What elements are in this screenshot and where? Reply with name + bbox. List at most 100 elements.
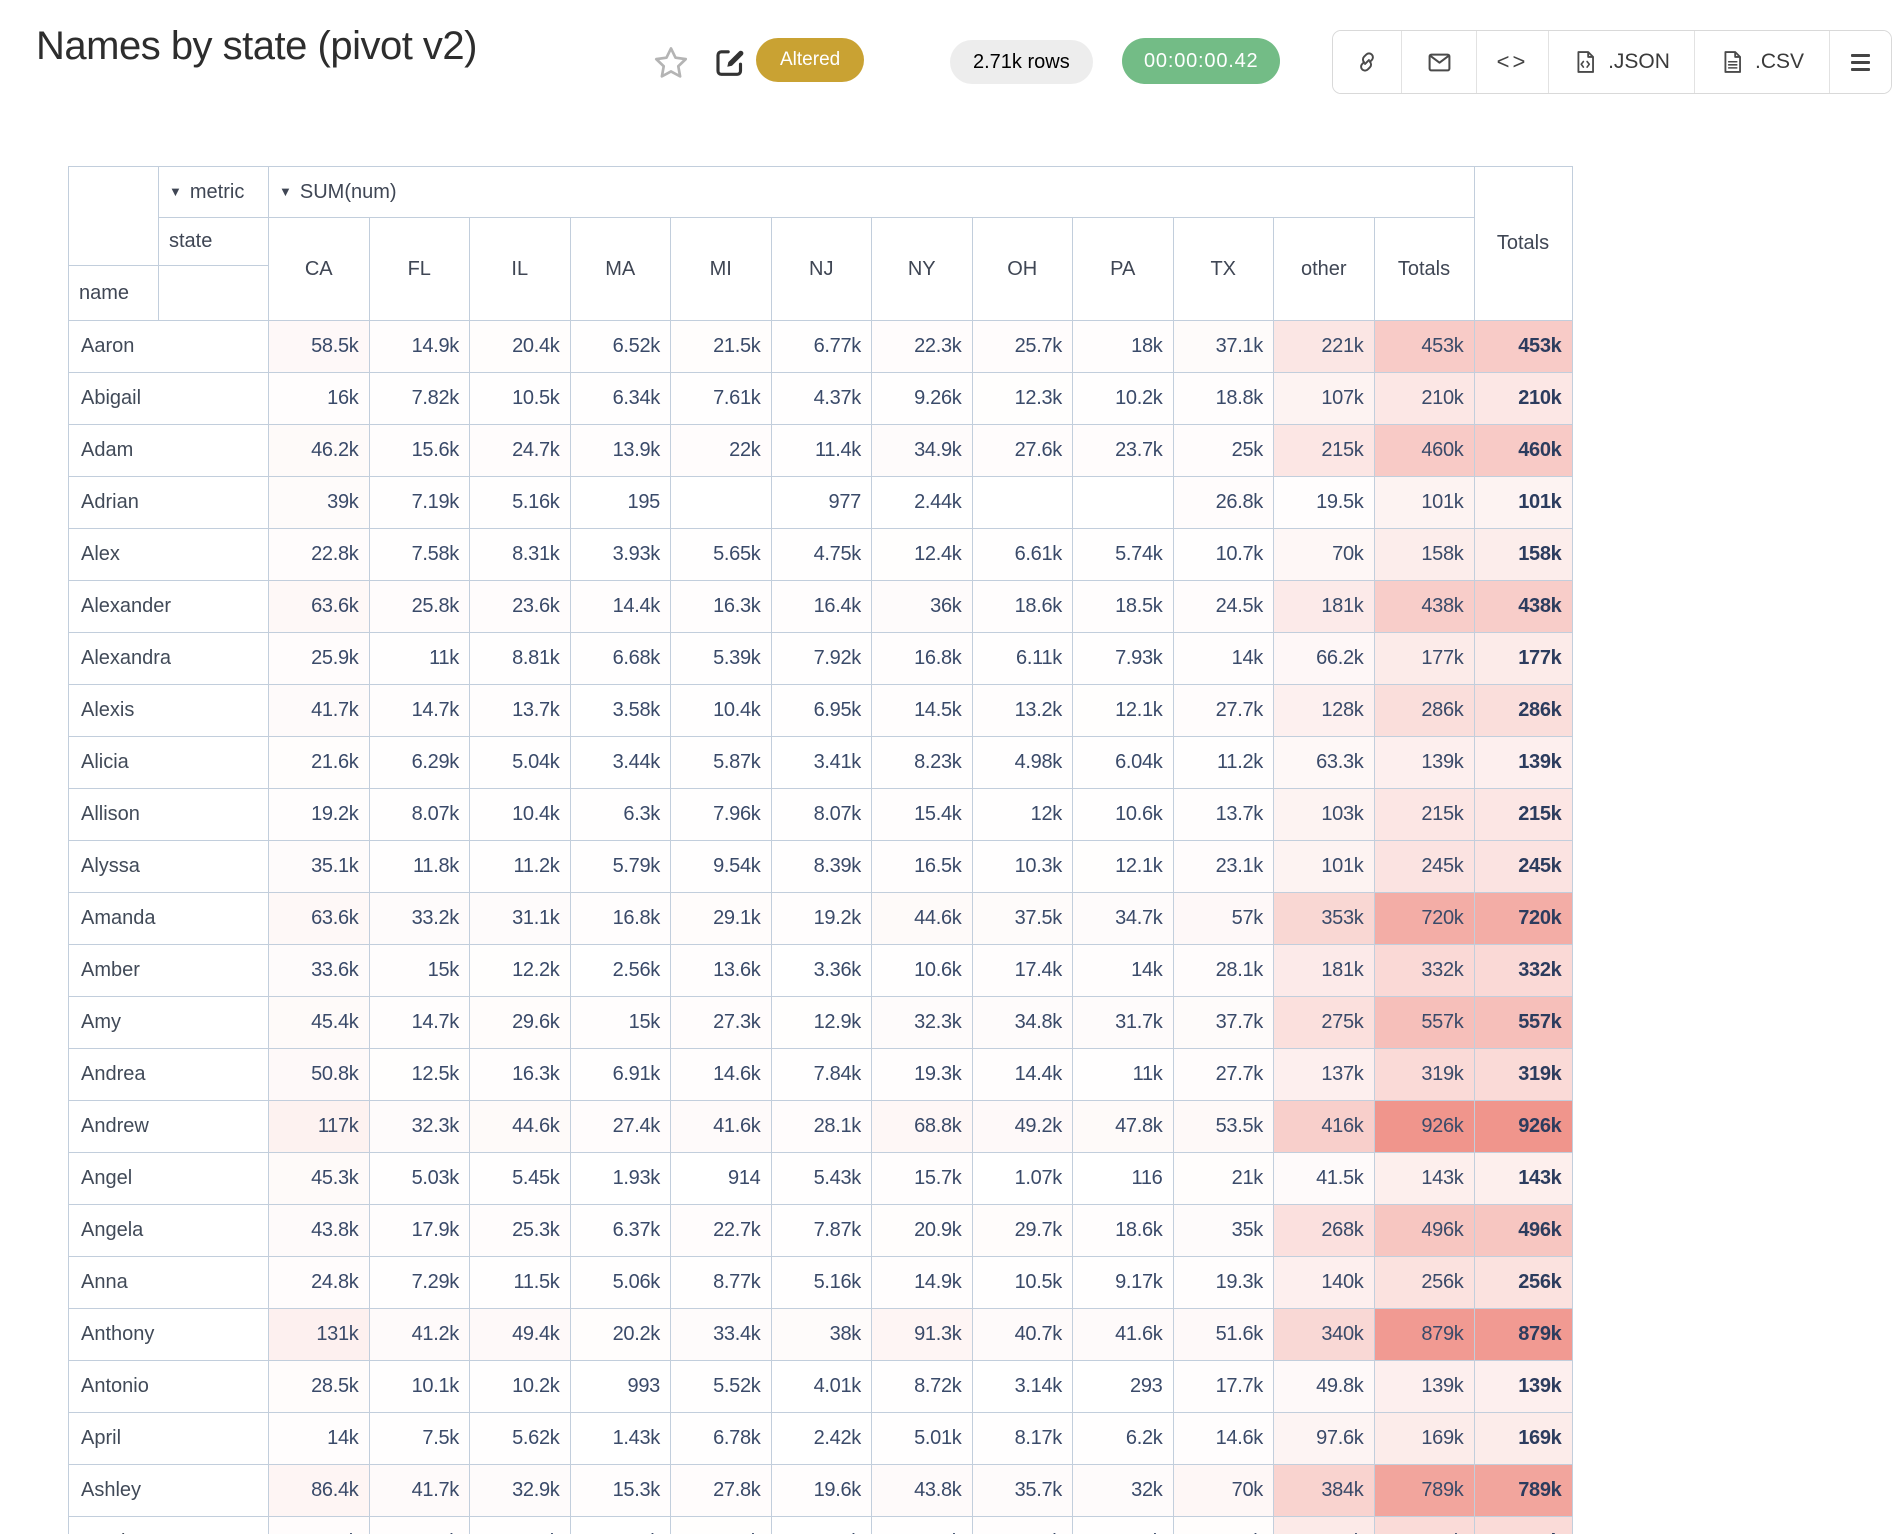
pivot-cell: 460k	[1373, 424, 1475, 477]
pivot-cell: 7.87k	[770, 1204, 872, 1257]
pivot-cell: 256k	[1373, 1256, 1475, 1309]
pivot-cell: 39k	[268, 476, 370, 529]
edit-icon[interactable]	[712, 44, 748, 80]
pivot-cell: 117k	[268, 1100, 370, 1153]
pivot-cell: 22.8k	[268, 528, 370, 581]
pivot-cell: 27.4k	[569, 1100, 671, 1153]
pivot-cell: 5.03k	[368, 1152, 470, 1205]
row-total-cell: 215k	[1473, 788, 1573, 841]
pivot-cell: 12.9k	[770, 996, 872, 1049]
pivot-cell: 24.8k	[268, 1256, 370, 1309]
row-total-cell: 926k	[1473, 1100, 1573, 1153]
pivot-cell: 131k	[268, 1308, 370, 1361]
row-total-cell: 101k	[1473, 476, 1573, 529]
pivot-cell: 12.4k	[871, 528, 973, 581]
pivot-cell: 268k	[1273, 1204, 1375, 1257]
page-title: Names by state (pivot v2)	[36, 24, 478, 68]
row-name-cell: Angela	[68, 1204, 269, 1257]
table-row: Amber 33.6k 15k 12.2k 2.56k 13.6k 3.36k 10.6k 17…	[68, 944, 1573, 997]
share-link-button[interactable]	[1333, 31, 1401, 93]
pivot-cell: 5.43k	[770, 1152, 872, 1205]
pivot-cell: 4.01k	[770, 1360, 872, 1413]
pivot-cell: 28.1k	[1172, 944, 1274, 997]
sum-dropdown[interactable]: ▼ SUM(num)	[268, 166, 1475, 218]
row-total-cell: 286k	[1473, 684, 1573, 737]
json-label: .JSON	[1608, 50, 1670, 73]
pivot-cell: 14.9k	[871, 1256, 973, 1309]
pivot-cell: 58.5k	[268, 320, 370, 373]
pivot-cell: 977	[770, 476, 872, 529]
pivot-cell: 15k	[368, 944, 470, 997]
pivot-cell: 6.37k	[569, 1204, 671, 1257]
pivot-cell: 6.61k	[971, 528, 1073, 581]
pivot-cell: 41.7k	[368, 1464, 470, 1517]
download-json-button[interactable]: .JSON	[1548, 31, 1694, 93]
pivot-cell: 6.78k	[670, 1412, 772, 1465]
pivot-cell: 27.7k	[1172, 1048, 1274, 1101]
email-button[interactable]	[1401, 31, 1476, 93]
pivot-cell: 22k	[670, 424, 772, 477]
row-total-cell: 177k	[1473, 632, 1573, 685]
embed-code-button[interactable]: <>	[1476, 31, 1548, 93]
menu-button[interactable]	[1829, 31, 1891, 93]
pivot-cell: 16k	[268, 372, 370, 425]
pivot-cell: 49.2k	[971, 1100, 1073, 1153]
pivot-cell: 15.4k	[871, 788, 973, 841]
pivot-cell: 18.5k	[1072, 580, 1174, 633]
hamburger-icon	[1851, 53, 1870, 71]
dropdown-arrow-icon: ▼	[279, 183, 292, 199]
pivot-cell: 8.31k	[469, 528, 571, 581]
pivot-cell: 245k	[1373, 840, 1475, 893]
pivot-cell: 44.6k	[469, 1100, 571, 1153]
pivot-cell: 97.6k	[1273, 1412, 1375, 1465]
table-row: Ashley 86.4k 41.7k 32.9k 15.3k 27.8k 19.6k 43.8…	[68, 1464, 1573, 1517]
table-row: Andrew 117k 32.3k 44.6k 27.4k 41.6k 28.1k 68.8k…	[68, 1100, 1573, 1153]
row-total-cell: 879k	[1473, 1308, 1573, 1361]
pivot-cell: 16.8k	[569, 892, 671, 945]
pivot-cell: 416k	[1273, 1100, 1375, 1153]
pivot-cell: 49.8k	[1273, 1360, 1375, 1413]
pivot-cell: 13.1k	[670, 1516, 772, 1534]
row-total-cell: 139k	[1473, 736, 1573, 789]
pivot-cell: 32k	[1072, 1464, 1174, 1517]
toolbar: <> .JSON .CSV	[1332, 30, 1892, 94]
pivot-cell: 10.6k	[871, 944, 973, 997]
pivot-cell: 9.17k	[1072, 1256, 1174, 1309]
pivot-cell: 6.95k	[770, 684, 872, 737]
pivot-table-container: ▼ metric ▼ SUM(num) Totals state CA FL IL MA MI NJ N…	[68, 166, 1573, 1534]
pivot-cell: 34.7k	[1072, 892, 1174, 945]
pivot-cell: 5.39k	[670, 632, 772, 685]
favorite-star-icon[interactable]	[652, 44, 690, 82]
csv-label: .CSV	[1754, 50, 1804, 73]
pivot-cell: 34.8k	[971, 996, 1073, 1049]
pivot-cell: 275k	[1273, 996, 1375, 1049]
pivot-cell: 35k	[1172, 1204, 1274, 1257]
pivot-cell: 15k	[569, 996, 671, 1049]
pivot-cell: 13.9k	[569, 424, 671, 477]
pivot-cell: 4.75k	[770, 528, 872, 581]
row-name-cell: Alexandra	[68, 632, 269, 685]
metric-dropdown[interactable]: ▼ metric	[158, 166, 269, 218]
pivot-cell: 20.9k	[871, 1204, 973, 1257]
row-count-badge: 2.71k rows	[950, 40, 1093, 84]
pivot-cell: 14k	[1072, 944, 1174, 997]
pivot-cell: 137k	[1273, 1048, 1375, 1101]
pivot-cell: 140k	[1273, 1256, 1375, 1309]
pivot-cell: 24.7k	[469, 424, 571, 477]
pivot-cell: 14.4k	[971, 1048, 1073, 1101]
pivot-cell	[1072, 476, 1174, 529]
pivot-cell: 181k	[1273, 580, 1375, 633]
pivot-cell: 11.5k	[469, 1256, 571, 1309]
table-row: Alex 22.8k 7.58k 8.31k 3.93k 5.65k 4.75k 12.4k 6…	[68, 528, 1573, 581]
pivot-cell: 34.9k	[871, 424, 973, 477]
pivot-cell: 45.4k	[268, 996, 370, 1049]
name-dimension-label: name	[68, 265, 159, 321]
pivot-cell: 14k	[1172, 632, 1274, 685]
download-csv-button[interactable]: .CSV	[1694, 31, 1829, 93]
pivot-cell: 158k	[1373, 528, 1475, 581]
pivot-cell: 19.5k	[1273, 476, 1375, 529]
pivot-cell: 17.5k	[368, 1516, 470, 1534]
pivot-cell: 29.1k	[670, 892, 772, 945]
pivot-cell: 353k	[1273, 892, 1375, 945]
pivot-cell: 8.07k	[770, 788, 872, 841]
